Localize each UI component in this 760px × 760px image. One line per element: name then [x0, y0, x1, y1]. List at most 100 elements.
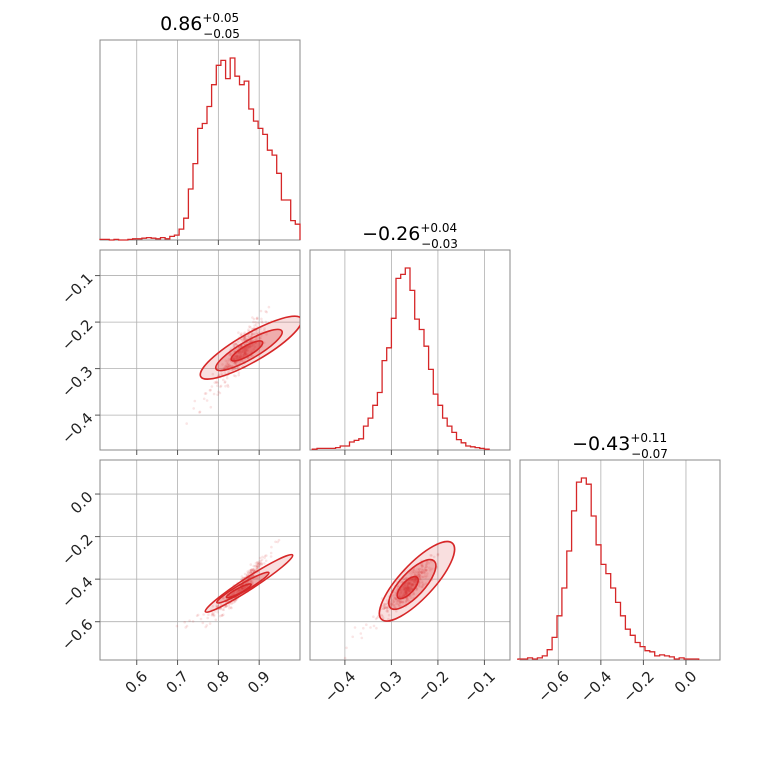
- sample-point: [205, 624, 209, 627]
- sample-point: [211, 372, 215, 376]
- sample-point: [425, 560, 429, 564]
- sample-point: [235, 355, 239, 358]
- xtick-label-p1-2: −0.2: [414, 667, 452, 705]
- sample-point: [413, 568, 416, 572]
- sample-point: [409, 585, 412, 588]
- sample-point: [265, 333, 268, 336]
- sample-point: [403, 592, 406, 595]
- sample-point: [415, 587, 419, 591]
- sample-point: [403, 588, 407, 591]
- sample-point: [427, 561, 431, 565]
- sample-point: [260, 320, 264, 323]
- sample-point: [420, 565, 424, 568]
- sample-point: [416, 570, 419, 574]
- sample-point: [232, 361, 235, 364]
- sample-point: [255, 337, 258, 341]
- title-p0-lower: −0.05: [203, 27, 240, 41]
- sample-point: [216, 384, 219, 388]
- sample-point: [232, 357, 236, 361]
- sample-point: [394, 597, 398, 600]
- sample-point: [390, 603, 393, 606]
- sample-point: [242, 586, 245, 590]
- sample-point: [246, 348, 249, 352]
- sample-point: [424, 576, 427, 579]
- sample-point: [252, 320, 255, 324]
- sample-point: [234, 342, 238, 346]
- sample-point: [263, 556, 266, 560]
- sample-point: [420, 580, 424, 583]
- sample-point: [232, 357, 236, 360]
- sample-point: [228, 353, 231, 357]
- sample-point: [423, 566, 427, 570]
- sample-point: [229, 606, 233, 609]
- sample-point: [407, 587, 411, 591]
- sample-point: [406, 586, 410, 590]
- sample-point: [238, 350, 242, 354]
- sample-point: [226, 365, 229, 369]
- sample-point: [246, 346, 250, 349]
- xtick-label-p0-2: 0.8: [203, 667, 233, 697]
- sample-point: [248, 346, 251, 349]
- sample-point: [242, 353, 246, 357]
- sample-point: [400, 594, 403, 598]
- sample-point: [212, 613, 216, 616]
- sample-point: [250, 569, 253, 572]
- sample-point: [414, 578, 417, 581]
- sample-point: [385, 607, 389, 610]
- sample-point: [410, 587, 413, 591]
- sample-point: [260, 317, 263, 321]
- sample-point: [204, 625, 207, 629]
- sample-point: [386, 609, 389, 612]
- sample-point: [208, 389, 212, 392]
- sample-point: [241, 587, 245, 591]
- sample-point: [255, 566, 259, 569]
- sample-point: [397, 599, 400, 602]
- xtick-label-p0-0: 0.6: [122, 667, 152, 697]
- sample-point: [411, 570, 415, 574]
- sample-point: [260, 558, 264, 562]
- sample-point: [425, 562, 429, 566]
- sample-point: [432, 555, 436, 559]
- sample-point: [382, 607, 386, 610]
- sample-point: [422, 583, 425, 586]
- sample-point: [412, 580, 416, 584]
- sample-point: [404, 593, 408, 596]
- sample-point: [251, 343, 255, 347]
- sample-point: [239, 589, 242, 592]
- sample-point: [425, 568, 429, 572]
- sample-point: [251, 581, 254, 585]
- sample-point: [211, 612, 214, 615]
- sample-point: [418, 577, 422, 581]
- sample-point: [262, 329, 266, 332]
- sample-point: [255, 565, 259, 569]
- sample-point: [230, 602, 233, 606]
- panel-hist-frame-p0: [99, 39, 301, 245]
- sample-point: [192, 407, 195, 410]
- sample-point: [405, 588, 408, 592]
- sample-point: [254, 330, 257, 333]
- sample-point: [223, 380, 227, 384]
- sample-point: [224, 364, 228, 367]
- sample-point: [196, 613, 200, 617]
- sample-point: [222, 366, 226, 370]
- sample-point: [241, 587, 245, 591]
- sample-point: [404, 576, 408, 580]
- sample-point: [211, 612, 215, 615]
- sample-point: [405, 584, 408, 588]
- sample-point: [420, 567, 423, 571]
- sample-point: [249, 568, 253, 572]
- sample-point: [260, 562, 264, 566]
- xtick-label-p1-3: −0.1: [460, 667, 498, 705]
- title-p2-median: −0.43: [572, 433, 630, 455]
- sample-point: [250, 332, 254, 336]
- sample-point: [253, 324, 256, 327]
- sample-point: [261, 555, 264, 559]
- sample-point: [203, 392, 207, 395]
- sample-point: [414, 572, 417, 576]
- sample-point: [248, 325, 251, 328]
- sample-point: [259, 309, 263, 313]
- sample-point: [417, 584, 421, 587]
- sample-point: [244, 351, 247, 355]
- sample-point: [225, 361, 229, 365]
